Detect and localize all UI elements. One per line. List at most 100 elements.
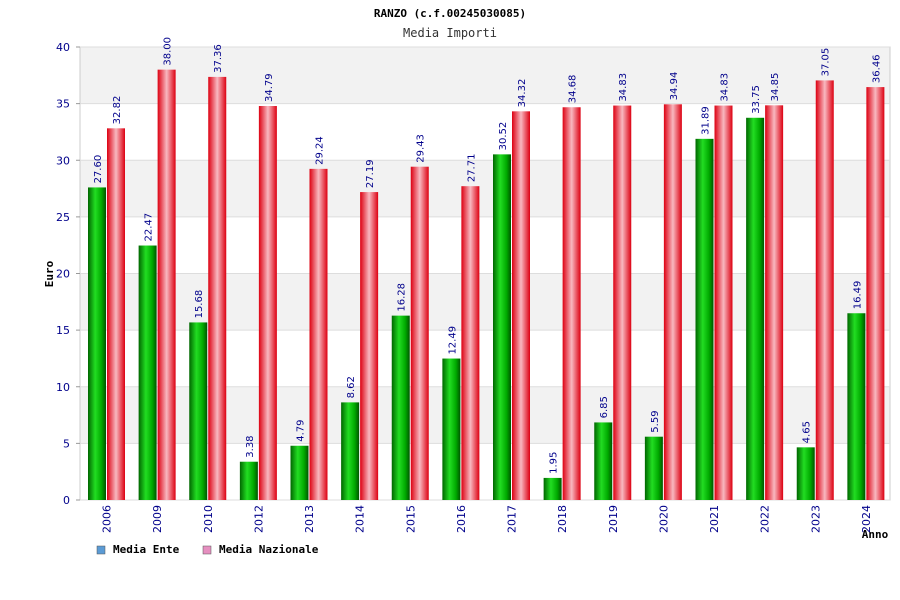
value-label: 5.59 [650, 410, 661, 432]
bar-media-nazionale [360, 192, 379, 501]
y-axis-ticks: 0 5 10 15 20 25 30 35 40 [56, 41, 80, 507]
legend-label-media-nazionale: Media Nazionale [219, 543, 319, 556]
bar-media-nazionale [613, 105, 632, 501]
y-tick-label: 25 [56, 211, 70, 224]
bar-media-nazionale [258, 106, 277, 501]
value-label: 1.95 [549, 452, 560, 474]
bar-media-nazionale [765, 105, 784, 500]
value-label: 4.79 [296, 419, 307, 441]
value-label: 29.24 [315, 136, 326, 165]
y-tick-label: 20 [56, 268, 70, 281]
value-label: 34.79 [264, 73, 275, 102]
value-label: 27.71 [466, 154, 477, 183]
bar-media-nazionale [866, 87, 885, 500]
grid-band [80, 47, 890, 104]
x-tick-label: 2006 [101, 505, 114, 533]
bar-media-ente [138, 245, 157, 500]
y-tick-label: 5 [63, 437, 70, 450]
x-tick-label: 2024 [860, 505, 873, 533]
x-tick-label: 2018 [556, 505, 569, 533]
x-tick-label: 2017 [506, 505, 519, 533]
bar-media-ente [391, 315, 410, 500]
value-label: 34.32 [517, 79, 528, 108]
value-label: 3.38 [245, 435, 256, 457]
bar-media-nazionale [714, 105, 733, 501]
bar-media-ente [239, 461, 258, 500]
value-label: 16.49 [852, 281, 863, 310]
x-tick-label: 2019 [607, 505, 620, 533]
value-label: 36.46 [871, 54, 882, 83]
bar-media-ente [644, 436, 663, 500]
bar-media-ente [442, 358, 461, 500]
bar-media-ente [847, 313, 866, 500]
bar-media-ente [746, 117, 765, 500]
x-tick-label: 2010 [202, 505, 215, 533]
x-axis-label: Anno [862, 528, 889, 541]
x-tick-label: 2009 [151, 505, 164, 533]
bar-media-ente [189, 322, 208, 500]
x-tick-label: 2023 [809, 505, 822, 533]
bar-media-nazionale [208, 76, 227, 500]
value-label: 32.82 [112, 96, 123, 125]
bar-media-nazionale [562, 107, 581, 501]
value-label: 8.62 [346, 376, 357, 398]
value-label: 34.94 [669, 72, 680, 101]
value-label: 12.49 [447, 326, 458, 355]
legend: Media Ente Media Nazionale [96, 543, 319, 556]
value-label: 37.36 [213, 44, 224, 73]
x-tick-label: 2022 [759, 505, 772, 533]
bar-media-ente [88, 187, 106, 500]
x-tick-label: 2015 [404, 505, 417, 533]
value-label: 38.00 [163, 37, 174, 66]
y-tick-label: 15 [56, 324, 70, 337]
y-tick-label: 35 [56, 98, 70, 111]
x-tick-label: 2020 [657, 505, 670, 533]
bar-media-ente [796, 447, 815, 500]
value-label: 29.43 [416, 134, 427, 163]
bar-media-ente [341, 402, 360, 500]
bar-media-ente [543, 477, 562, 500]
value-label: 34.83 [720, 73, 731, 102]
bar-media-nazionale [157, 69, 176, 501]
value-labels: 27.60 32.82 22.47 38.00 15.68 37.36 3.38 34.79 4… [93, 37, 882, 474]
bar-media-nazionale [309, 168, 328, 500]
value-label: 6.85 [599, 396, 610, 418]
value-label: 37.05 [821, 48, 832, 77]
bar-media-ente [493, 154, 511, 500]
x-axis-ticks: 2006 2009 2010 2012 2013 2014 2015 2016 2017 2018… [101, 505, 873, 533]
x-tick-label: 2021 [708, 505, 721, 533]
value-label: 34.83 [618, 73, 629, 102]
x-tick-label: 2012 [252, 505, 265, 533]
bar-media-nazionale [410, 166, 429, 500]
x-tick-label: 2014 [354, 505, 367, 533]
value-label: 31.89 [701, 106, 712, 135]
value-label: 27.19 [365, 159, 376, 188]
chart-subtitle: Media Importi [403, 26, 497, 40]
value-label: 30.52 [498, 122, 509, 151]
x-tick-label: 2016 [455, 505, 468, 533]
y-tick-label: 10 [56, 381, 70, 394]
bar-media-nazionale [815, 80, 834, 500]
x-tick-label: 2013 [303, 505, 316, 533]
value-label: 34.68 [568, 75, 579, 104]
y-tick-label: 0 [63, 494, 70, 507]
value-label: 16.28 [397, 283, 408, 312]
bar-media-nazionale [663, 104, 682, 500]
value-label: 34.85 [770, 73, 781, 102]
bar-media-ente [290, 445, 309, 500]
y-tick-label: 40 [56, 41, 70, 54]
value-label: 33.75 [751, 85, 762, 114]
value-label: 22.47 [144, 213, 155, 242]
bar-media-ente [594, 422, 613, 500]
y-axis-label: Euro [43, 260, 56, 287]
bar-media-nazionale [461, 186, 480, 500]
y-tick-label: 30 [56, 154, 70, 167]
chart-title: RANZO (c.f.00245030085) [374, 7, 526, 20]
legend-swatch-media-ente [96, 545, 106, 555]
value-label: 15.68 [194, 290, 205, 319]
value-label: 4.65 [802, 421, 813, 443]
legend-swatch-media-nazionale [202, 545, 212, 555]
bar-media-nazionale [107, 128, 125, 500]
value-label: 27.60 [93, 155, 104, 184]
